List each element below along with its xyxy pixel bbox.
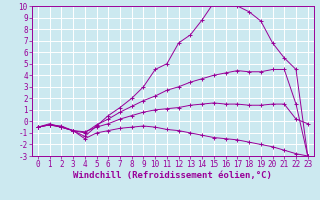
X-axis label: Windchill (Refroidissement éolien,°C): Windchill (Refroidissement éolien,°C) <box>73 171 272 180</box>
